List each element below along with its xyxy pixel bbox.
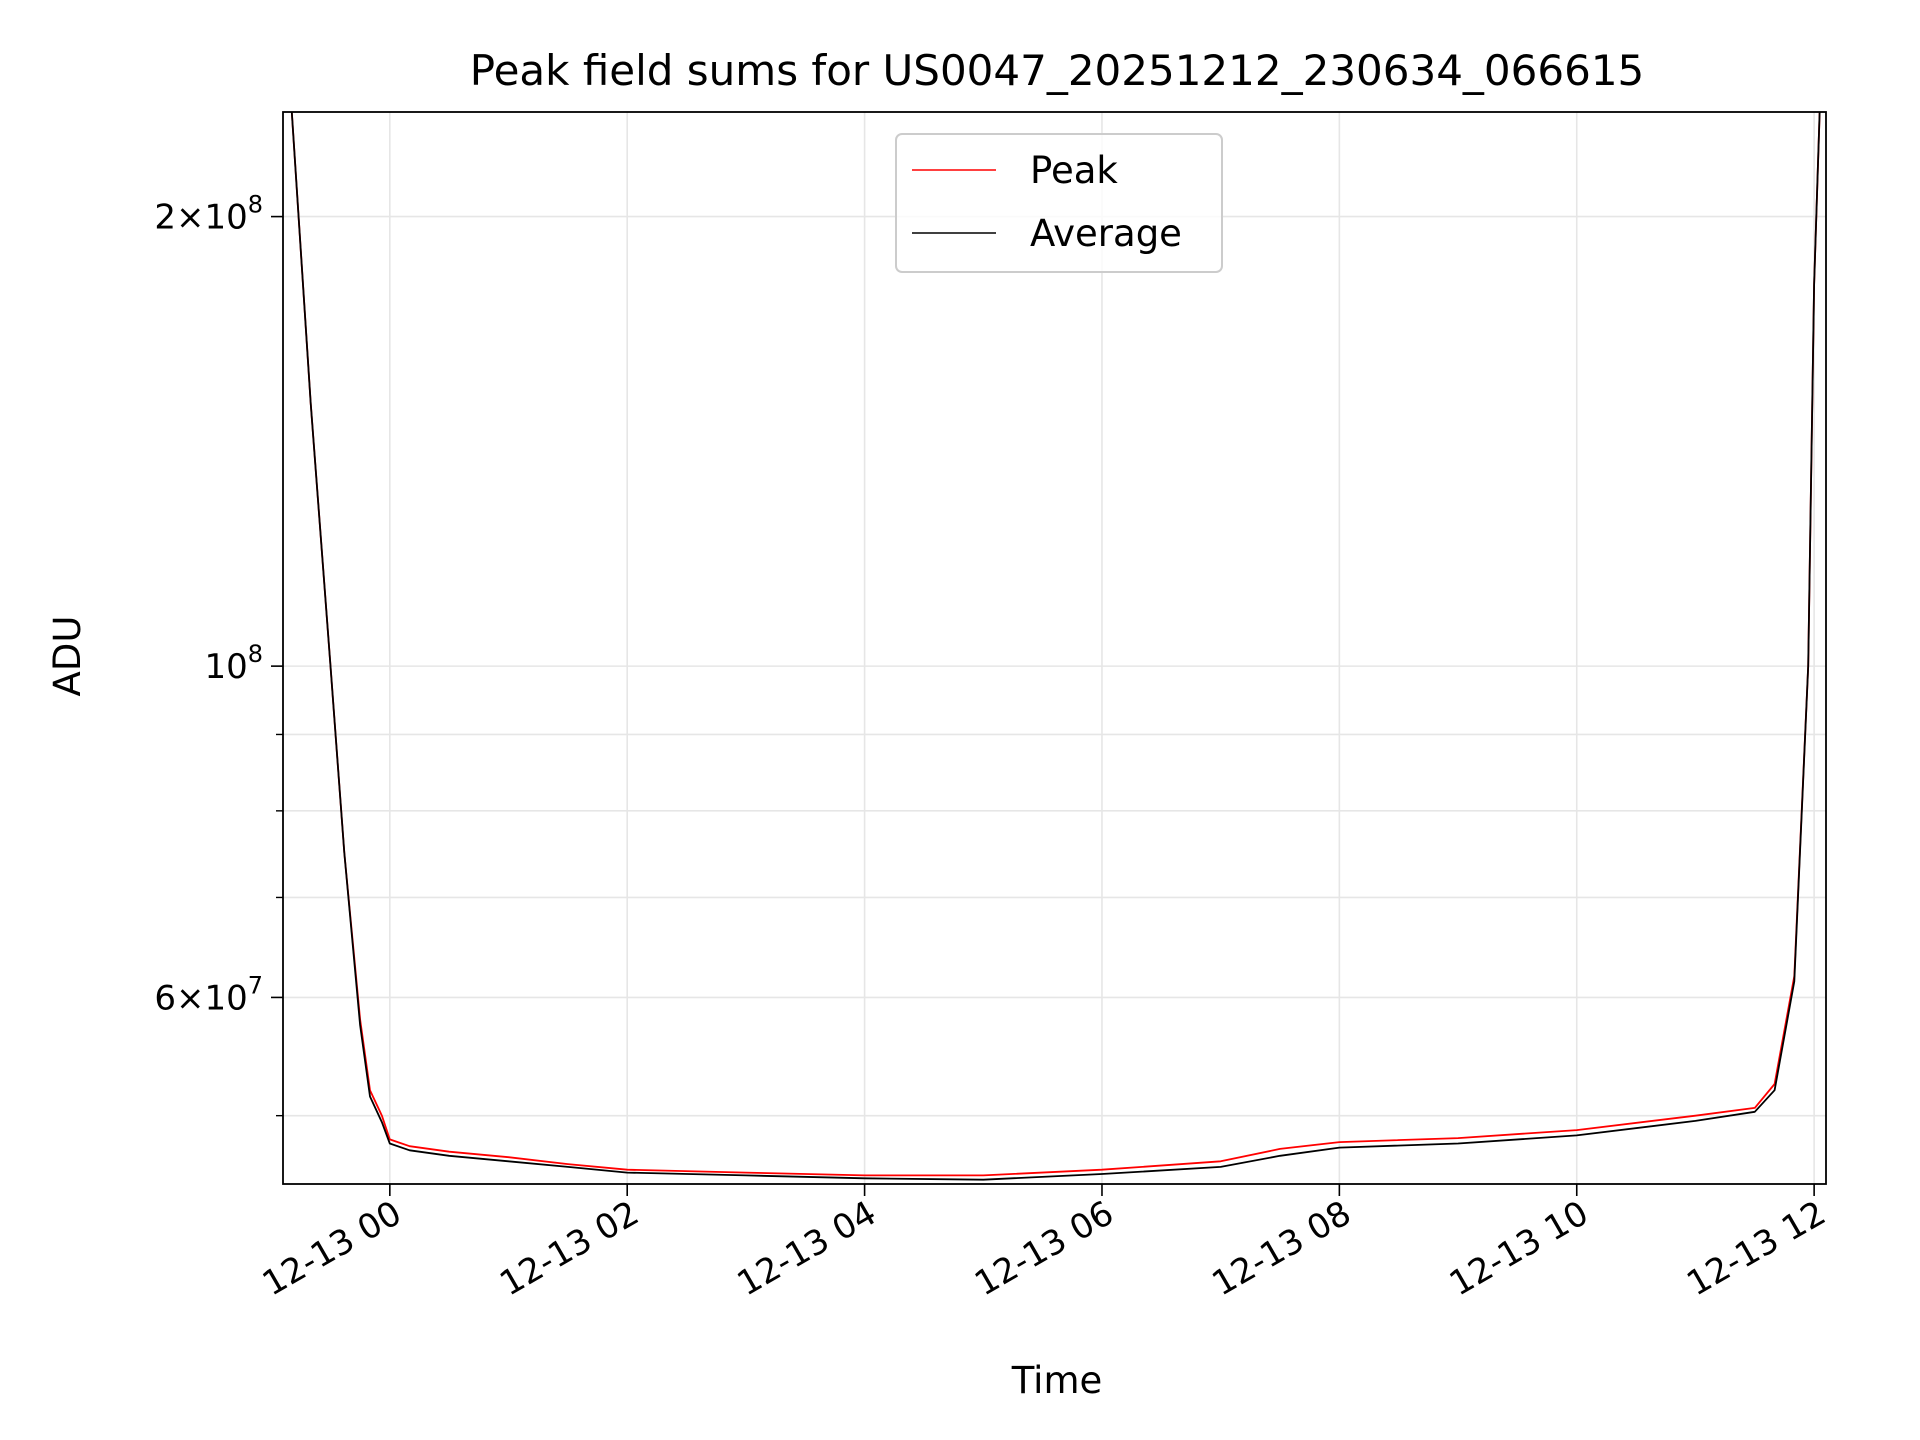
series-line-average: [290, 112, 1821, 1181]
chart-title: Peak field sums for US0047_20251212_2306…: [470, 46, 1645, 95]
y-tick-label: 108: [204, 640, 263, 687]
legend-box: [895, 133, 1223, 273]
legend: Peak Average: [895, 133, 1223, 273]
y-axis-label: ADU: [46, 616, 89, 697]
plot-frame: [282, 111, 1827, 1185]
legend-label-peak: Peak: [1030, 149, 1118, 192]
plot-lines: [290, 112, 1821, 1181]
grid: [283, 112, 1826, 1184]
legend-label-average: Average: [1030, 212, 1182, 255]
y-tick-label: 2×108: [154, 191, 263, 238]
x-axis-label: Time: [1011, 1359, 1103, 1402]
y-tick-label: 6×107: [154, 971, 263, 1018]
